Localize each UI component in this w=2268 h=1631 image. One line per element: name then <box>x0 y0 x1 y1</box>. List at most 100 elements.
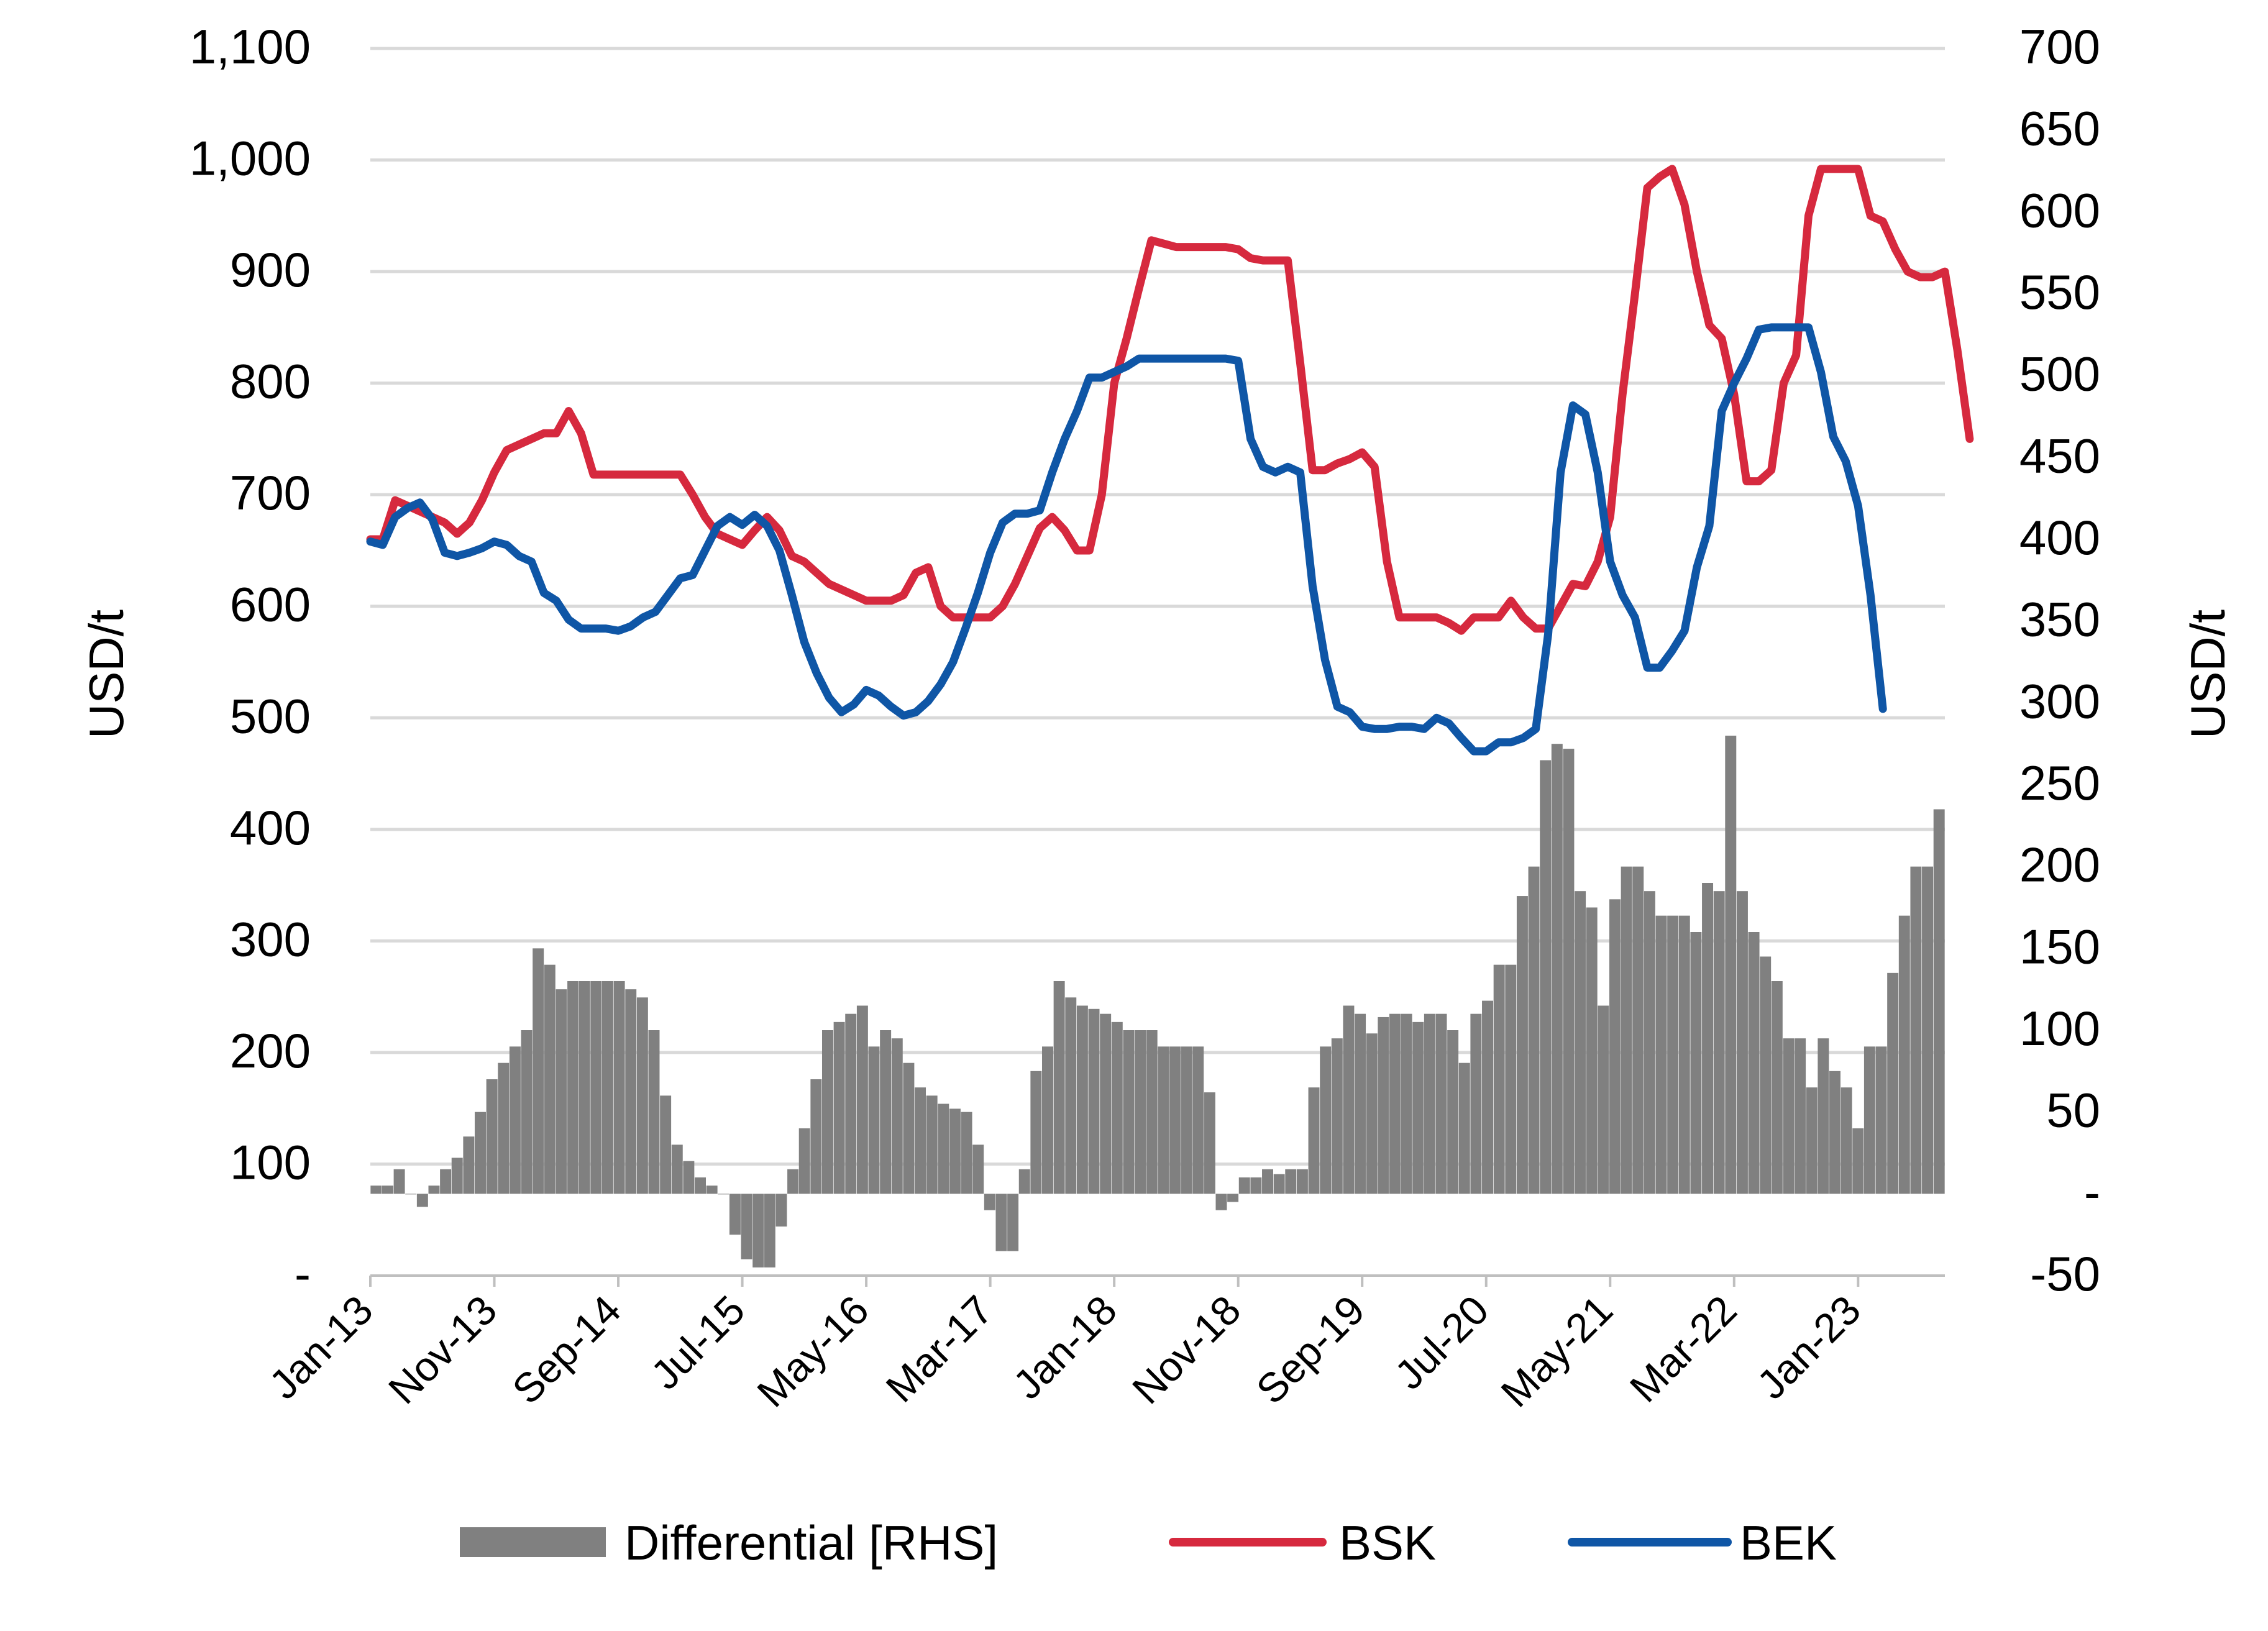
differential-bar <box>856 1005 868 1194</box>
differential-bar <box>949 1108 961 1194</box>
differential-bar <box>463 1136 475 1194</box>
differential-bar <box>1783 1038 1795 1194</box>
differential-bar <box>1516 896 1528 1194</box>
x-tick-label: Nov-18 <box>1123 1287 1250 1413</box>
differential-bar <box>533 948 544 1194</box>
differential-bar <box>1378 1017 1389 1194</box>
x-tick-label: Jul-15 <box>642 1287 753 1398</box>
differential-bar <box>938 1103 949 1194</box>
left-tick-label: 400 <box>230 800 311 855</box>
x-tick-label: Jul-20 <box>1386 1287 1497 1398</box>
differential-bar <box>1053 981 1065 1194</box>
differential-bar <box>567 981 579 1194</box>
differential-bar <box>775 1194 787 1227</box>
differential-bar <box>868 1046 880 1194</box>
left-tick-label: 800 <box>230 354 311 409</box>
left-axis-ticks: - 100 200 300 400 500 600 700 800 900 1,000 1,100 <box>190 19 311 1301</box>
x-tick-label: Sep-19 <box>1247 1287 1373 1413</box>
differential-bar <box>451 1158 463 1194</box>
right-tick-label: 100 <box>2019 1001 2100 1056</box>
differential-bar <box>1273 1174 1285 1194</box>
differential-bar <box>1713 891 1725 1194</box>
differential-bar <box>625 989 637 1194</box>
differential-bar <box>1795 1038 1806 1194</box>
right-tick-label: 550 <box>2019 265 2100 319</box>
legend: Differential [RHS] BSK BEK <box>460 1515 1837 1570</box>
x-tick-label: Mar-22 <box>1621 1287 1745 1411</box>
differential-bar <box>683 1161 695 1194</box>
left-tick-label: 600 <box>230 577 311 632</box>
differential-bar <box>1528 866 1540 1194</box>
differential-bar <box>995 1194 1007 1251</box>
differential-bar <box>1725 736 1737 1194</box>
differential-bar <box>1829 1071 1840 1194</box>
right-tick-label: 650 <box>2019 101 2100 156</box>
differential-bar <box>984 1194 995 1210</box>
left-tick-label: - <box>295 1246 311 1301</box>
differential-bar <box>1192 1046 1204 1194</box>
differential-bar <box>972 1144 984 1194</box>
differential-bar <box>1505 964 1517 1194</box>
differential-bar <box>1065 997 1077 1194</box>
differential-bar <box>660 1095 672 1194</box>
differential-bar <box>845 1013 857 1194</box>
left-tick-label: 500 <box>230 688 311 743</box>
differential-bar <box>1910 866 1922 1194</box>
differential-bar <box>1563 749 1575 1194</box>
differential-bar <box>1100 1013 1112 1194</box>
left-tick-label: 1,100 <box>190 19 311 74</box>
differential-bar <box>1412 1021 1424 1194</box>
differential-bar <box>1366 1033 1378 1194</box>
differential-bar <box>1632 866 1644 1194</box>
x-tick-label: Jan-23 <box>1748 1287 1869 1408</box>
differential-bar <box>1227 1194 1239 1202</box>
differential-bar <box>1922 866 1934 1194</box>
differential-bar <box>1320 1046 1332 1194</box>
left-tick-label: 200 <box>230 1023 311 1078</box>
differential-bar <box>1760 956 1772 1194</box>
differential-bar <box>1158 1046 1169 1194</box>
differential-bar <box>440 1169 452 1194</box>
differential-bar <box>1343 1005 1355 1194</box>
series-line-bek <box>366 323 1887 756</box>
differential-bar <box>1702 883 1714 1194</box>
legend-swatch-bar <box>460 1527 606 1557</box>
right-tick-label: 50 <box>2046 1083 2100 1138</box>
right-axis-ticks: -50-501001502002503003504004505005506006… <box>2019 19 2100 1301</box>
differential-bar <box>613 981 625 1194</box>
differential-bar <box>787 1169 799 1194</box>
differential-bar <box>590 981 602 1194</box>
differential-bar <box>509 1046 521 1194</box>
differential-bar <box>1331 1038 1343 1194</box>
x-tick-label: May-16 <box>748 1287 877 1416</box>
right-tick-label: 600 <box>2019 183 2100 237</box>
differential-bar <box>416 1194 428 1207</box>
right-axis-label: USD/t <box>2180 610 2235 739</box>
differential-bar <box>1736 891 1748 1194</box>
differential-bar <box>1458 1062 1470 1194</box>
differential-bar <box>1609 899 1621 1194</box>
differential-bar <box>1933 809 1945 1194</box>
differential-bar <box>1238 1177 1250 1194</box>
right-tick-label: 400 <box>2019 510 2100 565</box>
differential-bar <box>382 1186 393 1194</box>
differential-bar <box>1818 1038 1829 1194</box>
differential-bar <box>1169 1046 1181 1194</box>
x-tick-label: Jan-13 <box>260 1287 382 1408</box>
right-tick-label: - <box>2084 1164 2100 1219</box>
right-tick-label: 450 <box>2019 428 2100 483</box>
x-tick-label: May-21 <box>1492 1287 1621 1416</box>
differential-bar <box>498 1062 510 1194</box>
differential-bar <box>1898 915 1910 1194</box>
differential-bar <box>1007 1194 1019 1251</box>
differential-bar <box>636 997 648 1194</box>
differential-bar <box>880 1030 892 1194</box>
differential-bar <box>1678 915 1690 1194</box>
differential-bar <box>810 1079 822 1194</box>
differential-bar <box>475 1112 486 1194</box>
legend-label: BSK <box>1339 1515 1436 1570</box>
left-tick-label: 900 <box>230 242 311 297</box>
differential-bar <box>961 1112 972 1194</box>
differential-bar <box>1076 1005 1088 1194</box>
differential-bar <box>1308 1087 1320 1194</box>
